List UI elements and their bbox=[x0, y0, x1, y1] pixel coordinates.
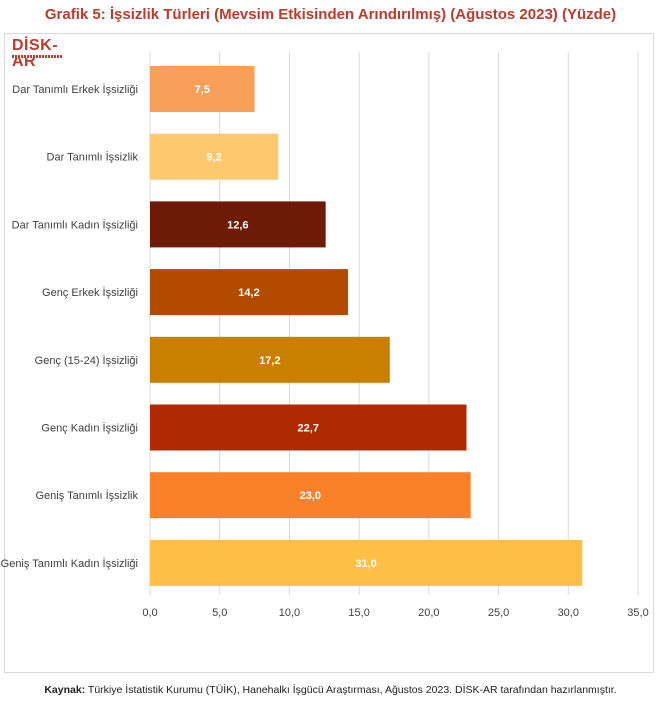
value-label: 12,6 bbox=[227, 219, 248, 231]
category-label: Dar Tanımlı Erkek İşsizliği bbox=[12, 83, 138, 96]
x-tick-label: 35,0 bbox=[627, 607, 648, 619]
x-tick-label: 10,0 bbox=[279, 607, 300, 619]
category-label: Dar Tanımlı Kadın İşsizliği bbox=[12, 218, 138, 231]
category-label: Genç Erkek İşsizliği bbox=[42, 286, 138, 299]
value-label: 31,0 bbox=[355, 558, 376, 570]
value-label: 22,7 bbox=[298, 423, 319, 435]
bar bbox=[150, 404, 467, 451]
bar bbox=[150, 269, 348, 316]
category-label: Dar Tanımlı İşsizlik bbox=[47, 151, 139, 164]
logo-tagline-strip bbox=[12, 55, 62, 58]
bar bbox=[150, 201, 326, 248]
value-label: 17,2 bbox=[259, 355, 280, 367]
value-label: 7,5 bbox=[195, 84, 210, 96]
bars bbox=[150, 66, 583, 586]
x-tick-label: 0,0 bbox=[142, 607, 157, 619]
chart-title: Grafik 5: İşsizlik Türleri (Mevsim Etkis… bbox=[44, 6, 617, 23]
value-label: 14,2 bbox=[238, 287, 259, 299]
source-text: Türkiye İstatistik Kurumu (TÜİK), Haneha… bbox=[85, 684, 617, 696]
chart-frame bbox=[4, 33, 654, 673]
category-label: Genç (15-24) İşsizliği bbox=[35, 354, 138, 367]
bar bbox=[150, 336, 390, 383]
disk-ar-logo: DİSK-AR bbox=[12, 38, 64, 70]
value-label: 9,2 bbox=[206, 152, 221, 164]
x-tick-label: 25,0 bbox=[488, 607, 509, 619]
x-tick-label: 15,0 bbox=[348, 607, 369, 619]
value-labels: 7,5 9,2 12,6 14,2 17,2 22,7 23,0 31,0 bbox=[195, 84, 377, 570]
x-tick-labels: 0,0 5,0 10,0 15,0 20,0 25,0 30,0 35,0 bbox=[142, 607, 648, 619]
x-tick-label: 5,0 bbox=[212, 607, 227, 619]
x-tick-label: 30,0 bbox=[558, 607, 579, 619]
source-label: Kaynak: bbox=[44, 684, 86, 696]
bar bbox=[150, 66, 255, 112]
bar bbox=[150, 539, 583, 586]
source-note: Kaynak: Türkiye İstatistik Kurumu (TÜİK)… bbox=[0, 684, 661, 696]
x-tick-label: 20,0 bbox=[418, 607, 439, 619]
category-label: Geniş Tanımlı Kadın İşsizliği bbox=[1, 557, 138, 570]
bar bbox=[150, 472, 471, 519]
category-label: Genç Kadın İşsizliği bbox=[41, 422, 138, 435]
value-label: 23,0 bbox=[300, 490, 321, 502]
category-label: Geniş Tanımlı İşsizlik bbox=[36, 489, 139, 502]
bar bbox=[150, 133, 279, 180]
category-labels: Dar Tanımlı Erkek İşsizliği Dar Tanımlı İ… bbox=[1, 83, 139, 570]
